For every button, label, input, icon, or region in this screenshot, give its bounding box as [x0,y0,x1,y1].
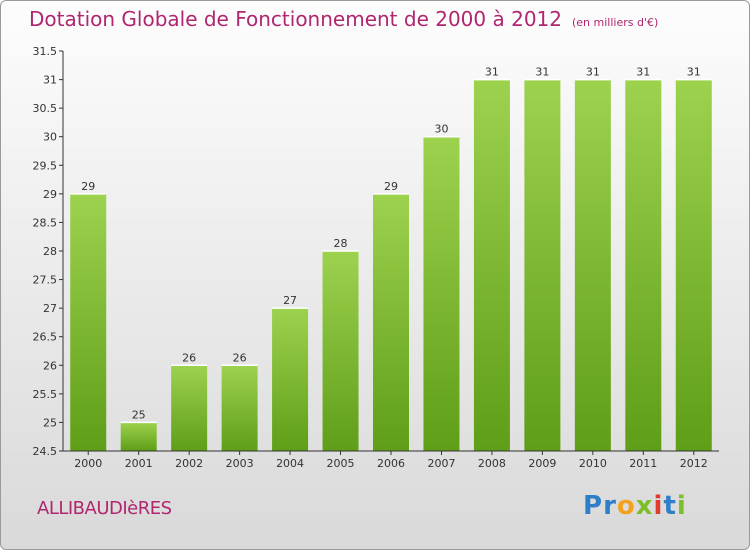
bar-2002 [171,365,208,451]
data-label: 26 [182,351,196,364]
y-tick-label: 24.5 [33,445,58,458]
y-tick-label: 31.5 [33,45,58,58]
chart-title: Dotation Globale de Fonctionnement de 20… [29,7,658,31]
chart-title-text: Dotation Globale de Fonctionnement de 20… [29,7,562,31]
bar-2009 [524,79,561,452]
x-tick-label: 2005 [327,457,355,470]
y-tick-label: 30.5 [33,102,58,115]
x-tick-label: 2003 [226,457,254,470]
x-tick-label: 2009 [528,457,556,470]
bar-2006 [373,193,409,451]
x-tick-label: 2012 [680,457,708,470]
logo-letter: i [676,491,687,521]
data-label: 29 [81,180,95,193]
y-tick-label: 26 [43,359,57,372]
y-tick-label: 27.5 [33,274,58,287]
bar-2010 [574,79,611,452]
y-tick-label: 26.5 [33,331,58,344]
unit-label: (en milliers d'€) [572,16,659,29]
data-label: 28 [334,237,348,250]
data-label: 31 [586,66,600,79]
y-tick-label: 28.5 [33,216,58,229]
logo-letter: t [663,491,677,521]
x-tick-label: 2000 [74,457,102,470]
data-label: 30 [434,123,448,136]
data-label: 27 [283,294,297,307]
bar-2003 [221,365,258,451]
bar-2001 [120,422,157,451]
y-tick-label: 31 [43,74,57,87]
x-tick-label: 2004 [276,457,304,470]
logo-letter: i [653,491,664,521]
bar-2011 [625,79,662,452]
x-tick-label: 2006 [377,457,405,470]
bars: 29 25 26 26 27 28 29 30 31 31 31 31 31 [70,66,712,452]
bar-2012 [675,79,712,452]
y-tick-label: 25.5 [33,388,58,401]
data-label: 31 [485,66,499,79]
logo-letter: x [635,491,654,521]
commune-name: ALLIBAUDIèRES [37,498,172,519]
bar-2004 [272,308,309,451]
logo-letter: r [603,491,617,521]
bar-2005 [322,251,359,451]
logo-letter: P [583,491,604,521]
data-label: 31 [636,66,650,79]
bar-2007 [423,136,460,451]
data-label: 25 [132,408,146,421]
x-tick-label: 2010 [579,457,607,470]
y-tick-label: 30 [43,131,57,144]
x-axis: 2000 2001 2002 2003 2004 2005 2006 2007 2008 2009… [63,450,719,470]
x-tick-label: 2001 [125,457,153,470]
data-label: 31 [535,66,549,79]
logo-letter: o [616,491,636,521]
bar-2000 [70,193,107,451]
data-label: 26 [233,351,247,364]
x-tick-label: 2011 [629,457,657,470]
y-tick-label: 29.5 [33,159,58,172]
y-tick-label: 25 [43,416,57,429]
x-tick-label: 2007 [427,457,455,470]
data-label: 31 [687,66,701,79]
y-tick-label: 28 [43,245,57,258]
y-axis: 24.5 25 25.5 26 26.5 27 27.5 28 28.5 29 29.5 30 30.5… [33,45,64,458]
bar-2008 [473,79,510,452]
y-tick-label: 29 [43,188,57,201]
x-tick-label: 2002 [175,457,203,470]
data-label: 29 [384,180,398,193]
y-tick-label: 27 [43,302,57,315]
proxiti-logo[interactable]: Proxiti [583,491,687,521]
x-tick-label: 2008 [478,457,506,470]
